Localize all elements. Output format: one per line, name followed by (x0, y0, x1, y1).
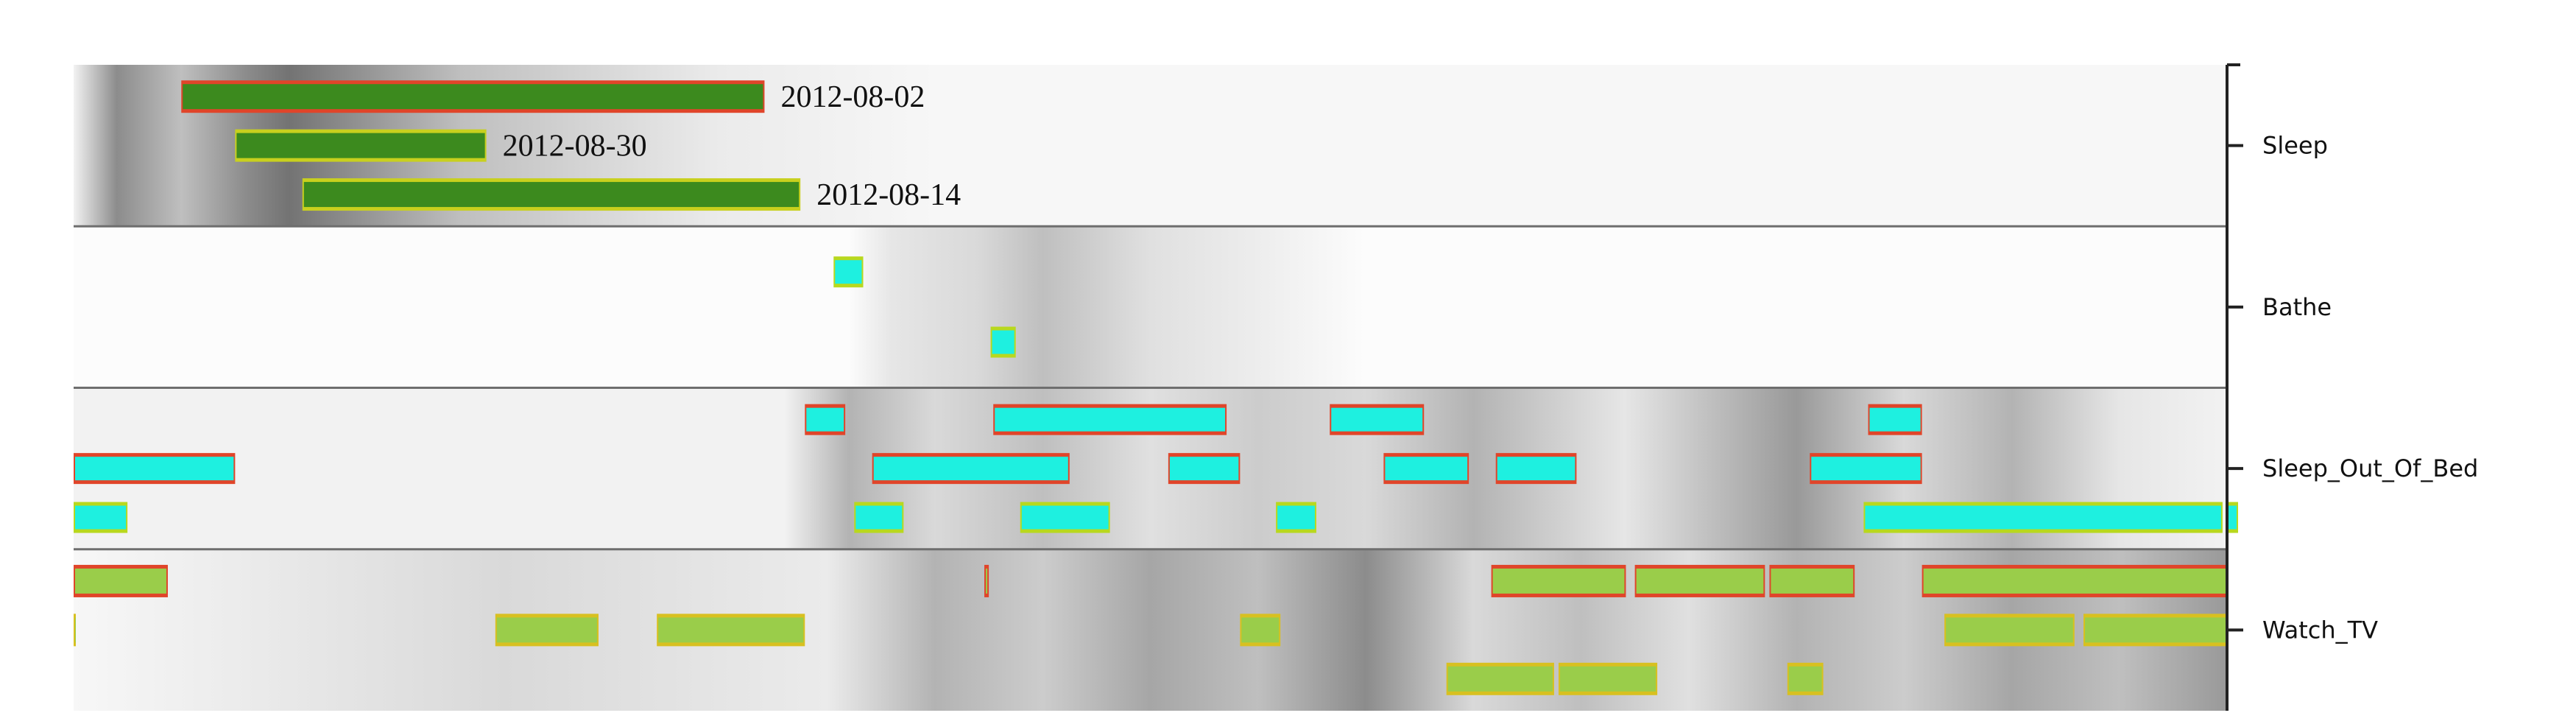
date-labels: 2012-08-02 2012-08-30 2012-08-14 (503, 80, 961, 212)
bar-bathe (990, 326, 1016, 358)
bar-sleep-out-of-bed (1276, 502, 1316, 533)
bar-watch-tv (2083, 614, 2227, 647)
activity-panels (74, 65, 2227, 711)
bar-bathe (833, 256, 864, 288)
bar-sleep-out-of-bed (74, 502, 128, 533)
panel-background-watch_tv (74, 549, 2227, 711)
bar-watch-tv (74, 564, 168, 597)
panel-background-bathe (74, 226, 2227, 388)
bar-watch-tv (1446, 662, 1554, 695)
bar-sleep-out-of-bed (1868, 404, 1922, 435)
activity-label-bathe: Bathe (2262, 293, 2332, 321)
bar-sleep (181, 80, 765, 113)
bar-watch-tv (1634, 564, 1765, 597)
bar-watch-tv (495, 614, 599, 647)
bar-watch-tv (1922, 564, 2227, 597)
bar-sleep-out-of-bed (1020, 502, 1110, 533)
date-label: 2012-08-14 (816, 178, 961, 212)
date-label: 2012-08-02 (780, 80, 925, 114)
bar-sleep (302, 178, 801, 211)
bar-watch-tv (1491, 564, 1626, 597)
bar-sleep-out-of-bed (854, 502, 904, 533)
bar-sleep-out-of-bed (1330, 404, 1425, 435)
bar-sleep-out-of-bed (805, 404, 846, 435)
activity-axis: Sleep Bathe Sleep_Out_Of_Bed Watch_TV (2226, 63, 2478, 711)
bar-watch-tv (1559, 662, 1658, 695)
bar-sleep-out-of-bed (1168, 453, 1241, 485)
bar-watch-tv (1769, 564, 1855, 597)
activity-label-watch-tv: Watch_TV (2262, 616, 2378, 644)
bar-sleep-out-of-bed (1383, 453, 1469, 485)
bar-watch-tv (984, 564, 989, 597)
activity-bars (74, 80, 2238, 695)
bar-watch-tv (1944, 614, 2075, 647)
bar-sleep-out-of-bed (1495, 453, 1577, 485)
bar-sleep-out-of-bed (993, 404, 1227, 435)
date-label: 2012-08-30 (503, 130, 647, 164)
bar-sleep-out-of-bed (1863, 502, 2223, 533)
bar-sleep-out-of-bed (2227, 502, 2238, 533)
bar-watch-tv (1240, 614, 1281, 647)
bar-watch-tv (74, 614, 76, 647)
bar-sleep (235, 129, 487, 162)
activity-label-sleep-out-of-bed: Sleep_Out_Of_Bed (2262, 454, 2478, 482)
bar-watch-tv (1787, 662, 1824, 695)
activity-label-sleep: Sleep (2262, 132, 2328, 160)
bar-sleep-out-of-bed (1810, 453, 1922, 485)
bar-watch-tv (657, 614, 805, 647)
bar-sleep-out-of-bed (74, 453, 236, 485)
bar-sleep-out-of-bed (872, 453, 1070, 485)
